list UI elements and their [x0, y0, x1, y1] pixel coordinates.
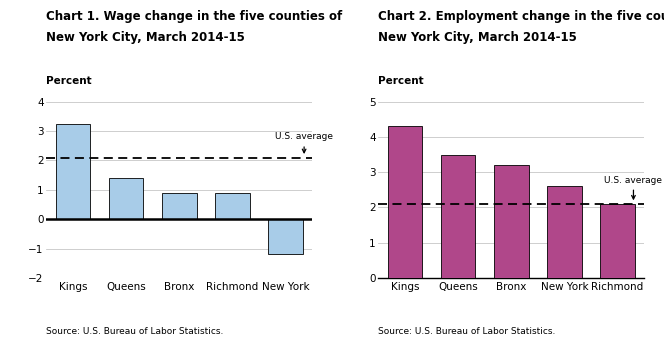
Bar: [494, 165, 529, 278]
Bar: [600, 204, 635, 278]
Bar: [547, 186, 582, 278]
Bar: [109, 178, 143, 219]
Text: Chart 2. Employment change in the five counties of: Chart 2. Employment change in the five c…: [378, 10, 664, 23]
Bar: [215, 193, 250, 219]
Text: Source: U.S. Bureau of Labor Statistics.: Source: U.S. Bureau of Labor Statistics.: [378, 326, 556, 336]
Text: New York City, March 2014-15: New York City, March 2014-15: [378, 31, 578, 43]
Bar: [162, 193, 197, 219]
Bar: [388, 126, 422, 278]
Text: New York City, March 2014-15: New York City, March 2014-15: [46, 31, 246, 43]
Text: Chart 1. Wage change in the five counties of: Chart 1. Wage change in the five countie…: [46, 10, 343, 23]
Text: U.S. average: U.S. average: [275, 132, 333, 153]
Text: Percent: Percent: [46, 77, 92, 86]
Bar: [441, 155, 475, 278]
Text: Source: U.S. Bureau of Labor Statistics.: Source: U.S. Bureau of Labor Statistics.: [46, 326, 224, 336]
Text: U.S. average: U.S. average: [604, 176, 663, 199]
Bar: [56, 124, 90, 219]
Bar: [268, 219, 303, 255]
Text: Percent: Percent: [378, 77, 424, 86]
